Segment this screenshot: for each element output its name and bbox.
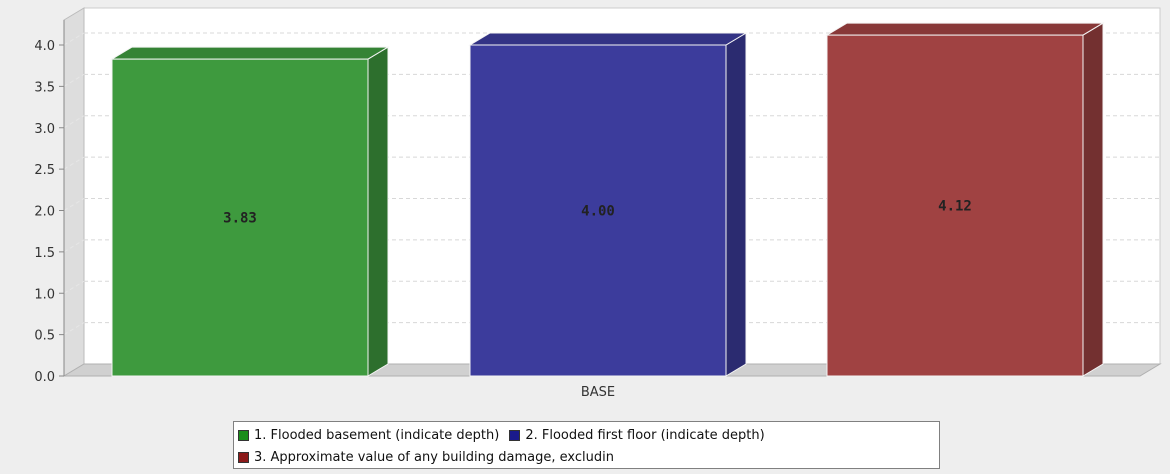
y-tick-label: 3.0	[34, 122, 55, 137]
plot-left-wall	[63, 7, 85, 377]
legend-item-series-2: 2. Flooded first floor (indicate depth)	[509, 427, 765, 443]
legend-swatch-red-icon	[238, 451, 249, 463]
bar-front-face	[111, 58, 369, 377]
grid-line-wall	[63, 280, 85, 294]
bar-side-face	[1082, 22, 1104, 377]
grid-line-wall	[63, 198, 85, 211]
grid-line-wall	[63, 115, 85, 129]
legend-row-2: 3. Approximate value of any building dam…	[238, 446, 935, 468]
y-tick-label: 2.0	[34, 205, 55, 220]
y-tick-label: 0.0	[34, 370, 55, 385]
legend-label-series-1: 1. Flooded basement (indicate depth)	[254, 427, 500, 443]
bar-side-face	[367, 46, 389, 377]
grid-line-wall	[63, 322, 85, 336]
bar-value-label: 4.00	[581, 204, 615, 220]
legend-row-1: 1. Flooded basement (indicate depth) 2. …	[238, 424, 935, 446]
bar-top-face	[110, 46, 390, 60]
bar-front-face	[826, 34, 1084, 377]
y-tick-label: 3.5	[34, 80, 55, 95]
legend-swatch-green-icon	[238, 429, 249, 441]
grid-line-wall	[63, 73, 85, 87]
bar-value-label: 4.12	[938, 199, 972, 215]
legend: 1. Flooded basement (indicate depth) 2. …	[233, 421, 940, 469]
legend-label-series-3: 3. Approximate value of any building dam…	[254, 449, 614, 465]
y-tick-label: 1.5	[34, 246, 55, 261]
bar-top-face	[825, 22, 1105, 36]
legend-swatch-blue-icon	[509, 429, 521, 441]
x-category-label: BASE	[581, 385, 615, 400]
y-tick-label: 4.0	[34, 39, 55, 54]
bar-side-face	[725, 32, 747, 377]
bars: 3.83 4.00 4.12	[110, 22, 1105, 377]
legend-item-series-3: 3. Approximate value of any building dam…	[238, 450, 614, 465]
legend-label-series-2: 2. Flooded first floor (indicate depth)	[525, 427, 765, 443]
bar-series-3: 4.12	[825, 22, 1105, 377]
grid-line-wall	[63, 32, 85, 46]
bar-front-face	[469, 44, 727, 377]
y-axis-ticks: 0.0 0.5 1.0 1.5 2.0 2.5 3.0 3.5 4.0	[34, 39, 64, 385]
legend-item-series-1: 1. Flooded basement (indicate depth)	[238, 428, 499, 443]
y-tick-label: 0.5	[34, 329, 55, 344]
bar-series-1: 3.83	[110, 46, 390, 377]
y-tick-label: 2.5	[34, 163, 55, 178]
bar-top-face	[468, 32, 748, 46]
bar-chart: 0.0 0.5 1.0 1.5 2.0 2.5 3.0 3.5 4.0 3.83 4.00 4.12…	[34, 7, 1162, 400]
bar-value-label: 3.83	[223, 211, 257, 227]
grid-line-wall	[63, 239, 85, 253]
bar-series-2: 4.00	[468, 32, 748, 377]
y-tick-label: 1.0	[34, 287, 55, 302]
grid-line-wall	[63, 156, 85, 170]
